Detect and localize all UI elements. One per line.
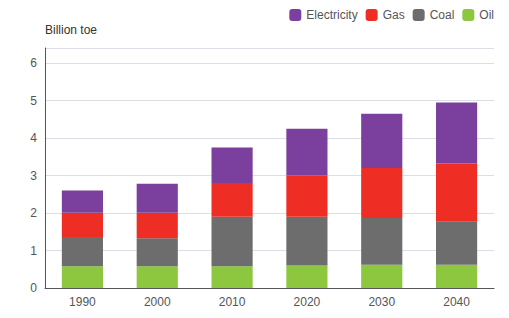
svg-text:0: 0 xyxy=(30,281,37,295)
svg-text:3: 3 xyxy=(30,169,37,183)
svg-text:5: 5 xyxy=(30,94,37,108)
svg-text:Oil: Oil xyxy=(479,8,494,22)
svg-text:Electricity: Electricity xyxy=(306,8,357,22)
svg-text:2000: 2000 xyxy=(144,295,171,309)
svg-text:6: 6 xyxy=(30,56,37,70)
svg-text:Coal: Coal xyxy=(430,8,455,22)
svg-text:4: 4 xyxy=(30,131,37,145)
svg-text:2020: 2020 xyxy=(294,295,321,309)
svg-text:1: 1 xyxy=(30,244,37,258)
svg-text:1990: 1990 xyxy=(69,295,96,309)
svg-text:Billion toe: Billion toe xyxy=(45,23,97,37)
svg-text:2030: 2030 xyxy=(368,295,395,309)
svg-text:2010: 2010 xyxy=(219,295,246,309)
svg-text:2040: 2040 xyxy=(443,295,470,309)
svg-text:Gas: Gas xyxy=(383,8,405,22)
svg-text:2: 2 xyxy=(30,206,37,220)
